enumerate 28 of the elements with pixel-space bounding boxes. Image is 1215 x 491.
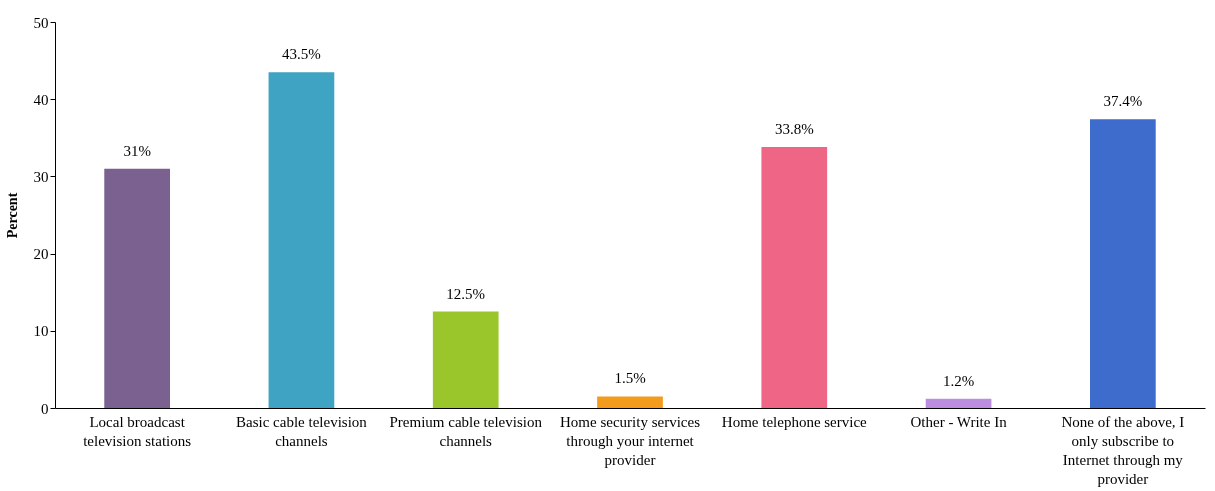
x-tick-label: None of the above, I only subscribe to Internet through my provider <box>1061 413 1185 487</box>
data-label: 37.4% <box>1103 93 1143 110</box>
data-label: 1.5% <box>614 370 646 387</box>
x-tick-label: Home telephone service <box>721 413 868 430</box>
x-tick-label: Home security services through your internet provider <box>560 413 701 468</box>
y-tick-label: 20 <box>33 246 49 263</box>
data-label: 1.2% <box>942 372 975 389</box>
x-tick-label: Local broadcast television stations <box>83 413 192 449</box>
data-label: 12.5% <box>446 285 486 302</box>
y-tick-label: 40 <box>33 91 49 108</box>
x-tick-label: Premium cable television channels <box>389 413 543 449</box>
bar <box>925 398 992 408</box>
data-label: 43.5% <box>282 46 321 63</box>
data-label: 31% <box>123 142 151 159</box>
data-label: 33.8% <box>774 121 814 138</box>
y-tick-label: 10 <box>33 323 49 340</box>
y-axis-title: Percent <box>4 192 20 239</box>
bar <box>1090 119 1156 408</box>
bar <box>597 396 663 408</box>
bar <box>761 147 828 408</box>
bar <box>432 311 499 408</box>
y-tick-label: 30 <box>33 168 49 185</box>
x-tick-label: Other - Write In <box>910 413 1008 430</box>
y-tick-label: 0 <box>41 400 49 417</box>
bar <box>268 72 335 408</box>
bar <box>104 168 170 408</box>
y-tick-label: 50 <box>33 14 49 31</box>
x-tick-label: Basic cable television channels <box>236 413 368 449</box>
